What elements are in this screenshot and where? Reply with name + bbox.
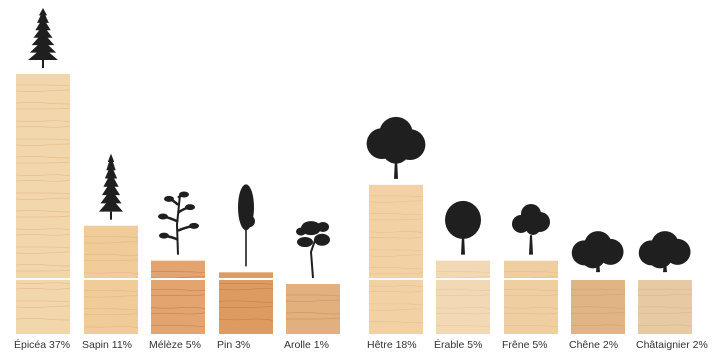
tree-icon-chêne	[571, 231, 624, 273]
tree-icons-layer	[28, 8, 691, 279]
labels-layer: Épicéa 37% Sapin 11% Mélèze 5% Pin 3% Arolle…	[14, 338, 708, 351]
bar-label-mélèze: Mélèze 5%	[149, 339, 201, 351]
bar-chêne	[570, 278, 626, 334]
bar-hêtre	[368, 184, 424, 334]
bar-label-érable: Érable 5%	[434, 338, 482, 351]
bar-label-épicéa: Épicéa 37%	[14, 338, 70, 351]
bar-label-chêne: Chêne 2%	[569, 339, 618, 351]
tree-icon-hêtre	[366, 116, 426, 179]
bar-label-hêtre: Hêtre 18%	[367, 339, 417, 351]
bar-châtaignier	[637, 278, 693, 334]
bar-épicéa	[15, 74, 71, 334]
tree-icon-épicéa	[28, 8, 58, 68]
bar-arolle	[285, 278, 341, 334]
bar-label-arolle: Arolle 1%	[284, 339, 329, 351]
tree-icon-frêne	[512, 203, 550, 255]
tree-icon-érable	[445, 200, 481, 255]
tree-icon-pin	[238, 184, 255, 267]
tree-icon-châtaignier	[638, 231, 691, 273]
bar-label-frêne: Frêne 5%	[502, 339, 548, 351]
tree-icon-sapin	[99, 153, 123, 220]
bar-sapin	[83, 225, 139, 334]
bars-layer	[15, 74, 693, 334]
bar-mélèze	[150, 260, 206, 334]
bar-pin	[218, 272, 274, 334]
bar-label-sapin: Sapin 11%	[82, 339, 132, 351]
bar-label-pin: Pin 3%	[217, 339, 250, 351]
bar-frêne	[503, 260, 559, 334]
tree-icon-arolle	[296, 221, 330, 279]
bar-érable	[435, 260, 491, 334]
tree-icon-mélèze	[158, 191, 199, 255]
bar-label-châtaignier: Châtaignier 2%	[636, 339, 708, 351]
